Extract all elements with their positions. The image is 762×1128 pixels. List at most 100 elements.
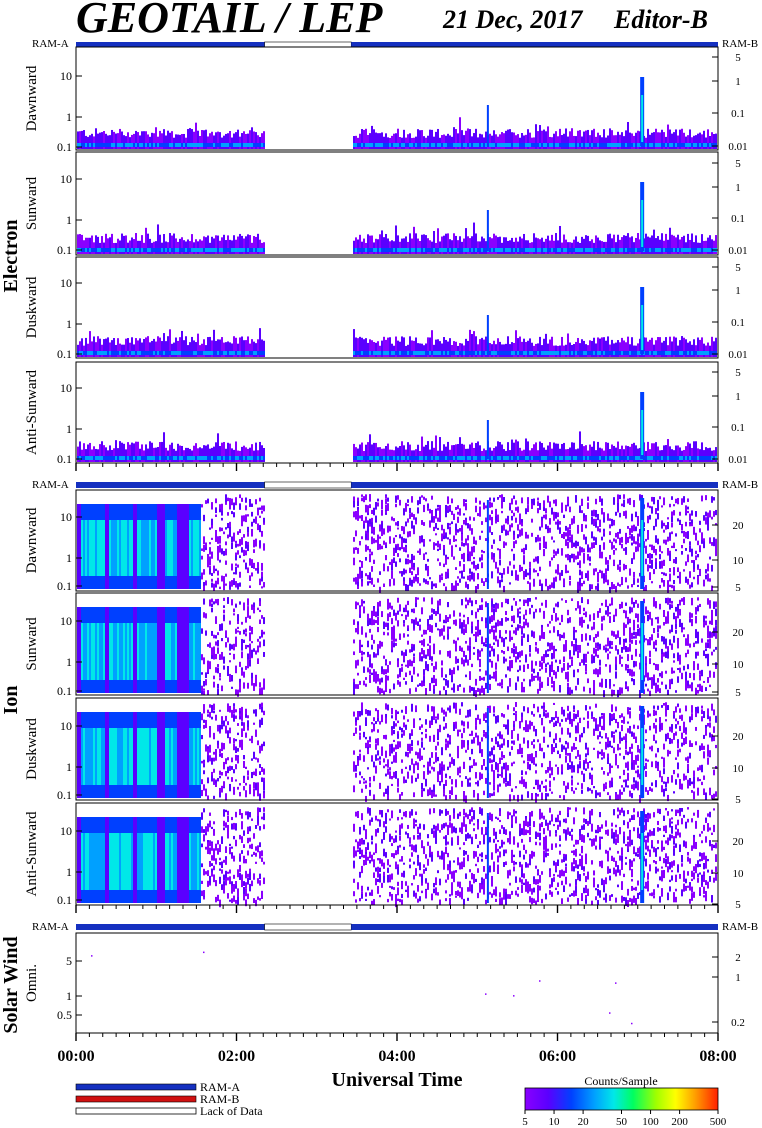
- spectro-cell: [95, 448, 97, 462]
- spectro-cell: [199, 456, 201, 460]
- spectro-cell: [701, 495, 703, 502]
- spectro-cell: [497, 567, 499, 574]
- spectro-cell: [395, 248, 397, 252]
- spectro-cell: [543, 610, 545, 619]
- spectro-cell: [371, 248, 373, 252]
- spectro-cell: [513, 342, 515, 357]
- spectro-cell: [361, 456, 363, 460]
- spectro-cell: [499, 341, 501, 357]
- spectro-cell: [515, 330, 517, 357]
- spectro-cell: [207, 456, 209, 460]
- spectro-cell: [647, 248, 649, 252]
- spectro-cell: [81, 456, 83, 460]
- spectro-cell: [599, 544, 601, 552]
- spectro-cell: [209, 547, 211, 555]
- spectro-cell: [241, 248, 243, 252]
- spectro-cell: [251, 678, 253, 686]
- spectro-cell: [547, 248, 549, 252]
- spectro-cell: [465, 674, 467, 678]
- spectro-cell: [695, 235, 697, 254]
- spectro-cell: [561, 548, 563, 556]
- spectro-cell: [455, 523, 457, 531]
- spectro-cell: [365, 248, 367, 252]
- spectro-cell: [599, 456, 601, 460]
- spectro-cell: [427, 565, 429, 574]
- spectro-cell: [693, 339, 695, 357]
- spectro-cell: [447, 522, 449, 530]
- spectro-cell: [213, 601, 215, 605]
- spectro-cell: [439, 505, 441, 512]
- spectro-cell: [161, 607, 163, 693]
- spectro-cell: [417, 444, 419, 462]
- spectro-cell: [419, 496, 421, 505]
- spectro-cell: [605, 568, 607, 575]
- spectro-cell: [577, 337, 579, 357]
- spectro-cell: [249, 130, 251, 149]
- spectro-cell: [597, 669, 599, 678]
- spectro-cell: [249, 558, 251, 566]
- spectro-cell: [249, 659, 251, 667]
- spectro-cell: [151, 143, 153, 147]
- spectro-cell: [197, 333, 199, 357]
- spectro-spike-core: [641, 410, 644, 455]
- spectro-cell: [211, 447, 213, 462]
- spectro-cell: [221, 575, 223, 582]
- spectro-cell: [673, 336, 675, 357]
- spectro-cell: [531, 664, 533, 672]
- spectro-cell: [203, 339, 205, 357]
- spectro-cell: [563, 143, 565, 147]
- spectro-cell: [161, 133, 163, 149]
- spectro-cell: [417, 507, 419, 514]
- panel-ylabel: Dawnward: [24, 507, 40, 573]
- spectro-cell: [391, 605, 393, 610]
- spectro-cell: [113, 520, 115, 576]
- spectro-cell: [93, 248, 95, 252]
- spectro-cell: [179, 456, 181, 460]
- spectro-cell: [353, 143, 355, 147]
- spectro-cell: [363, 238, 365, 254]
- spectro-cell: [241, 235, 243, 254]
- spectro-cell: [659, 351, 661, 355]
- spectro-cell: [245, 456, 247, 460]
- spectro-cell: [403, 677, 405, 680]
- spectro-cell: [671, 496, 673, 500]
- spectro-cell: [561, 614, 563, 623]
- spectro-cell: [259, 456, 261, 460]
- spectro-cell: [209, 542, 211, 545]
- spectro-cell: [495, 662, 497, 670]
- spectro-cell: [587, 456, 589, 460]
- spectro-cell: [507, 456, 509, 460]
- spectro-cell: [607, 653, 609, 660]
- spectro-cell: [647, 502, 649, 508]
- spectro-cell: [627, 536, 629, 543]
- spectro-cell: [611, 444, 613, 462]
- spectro-cell: [209, 248, 211, 252]
- spectro-cell: [227, 442, 229, 462]
- spectro-cell: [377, 133, 379, 149]
- spectro-cell: [263, 678, 265, 685]
- spectro-cell: [231, 456, 233, 460]
- spectro-cell: [223, 234, 225, 254]
- spectro-cell: [431, 143, 433, 147]
- spectro-cell: [459, 625, 461, 629]
- spectro-cell: [513, 530, 515, 535]
- spectro-cell: [551, 336, 553, 357]
- spectro-cell: [363, 496, 365, 501]
- spectro-cell: [437, 527, 439, 530]
- spectro-cell: [475, 443, 477, 462]
- spectro-cell: [533, 456, 535, 460]
- spectro-cell: [363, 606, 365, 614]
- spectro-cell: [687, 351, 689, 355]
- spectro-cell: [405, 672, 407, 677]
- spectro-cell: [245, 633, 247, 637]
- spectro-cell: [537, 508, 539, 514]
- spectro-cell: [181, 143, 183, 147]
- panel-frame: [75, 151, 719, 256]
- spectro-cell: [415, 456, 417, 460]
- spectro-cell: [575, 644, 577, 652]
- spectro-cell: [511, 351, 513, 355]
- spectro-cell: [669, 351, 671, 355]
- spectro-cell: [657, 538, 659, 545]
- spectro-cell: [513, 248, 515, 252]
- spectro-cell: [223, 605, 225, 608]
